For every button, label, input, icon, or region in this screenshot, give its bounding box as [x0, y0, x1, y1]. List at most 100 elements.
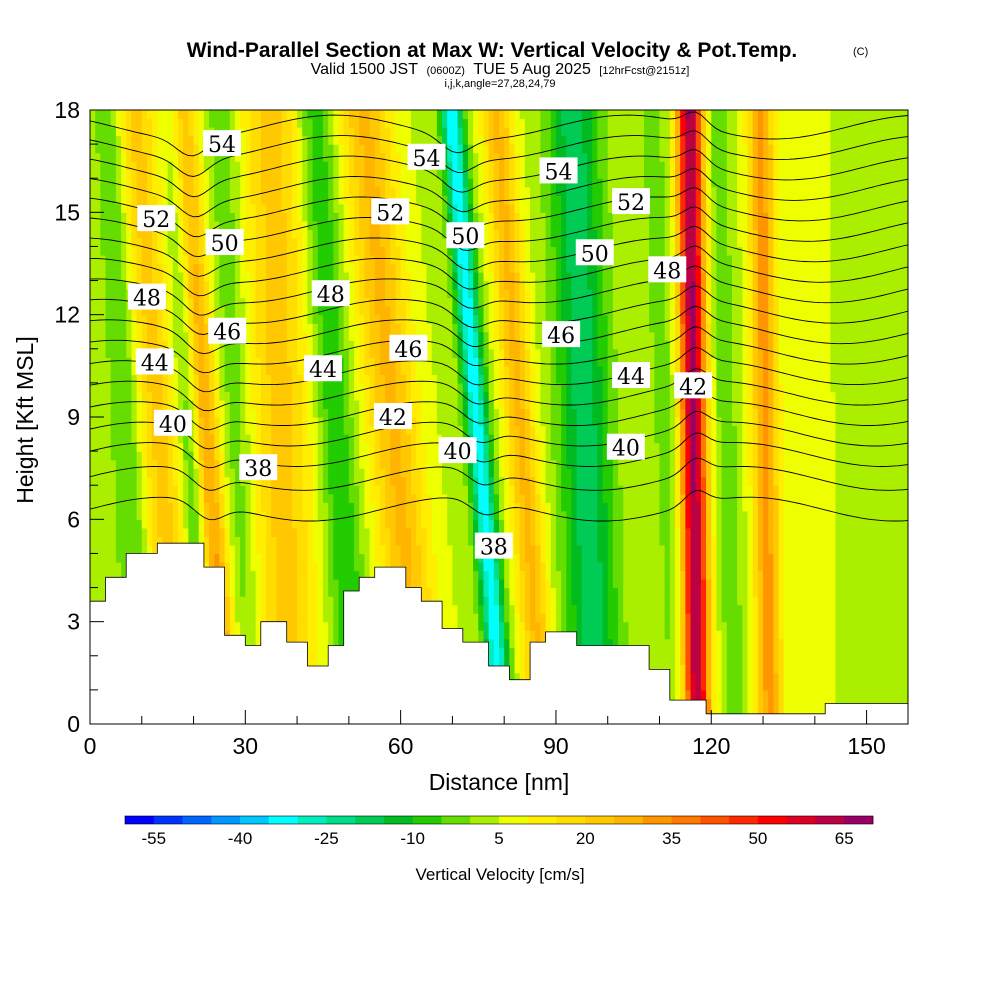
velocity-cell — [312, 399, 319, 410]
velocity-cell — [115, 374, 122, 384]
velocity-cell — [359, 570, 365, 580]
velocity-cell — [203, 519, 210, 529]
velocity-cell — [374, 306, 381, 316]
velocity-cell — [100, 493, 107, 503]
velocity-cell — [126, 502, 133, 512]
velocity-cell — [240, 613, 246, 623]
velocity-cell — [209, 289, 215, 299]
velocity-cell — [250, 476, 257, 486]
velocity-cell — [224, 493, 231, 503]
velocity-cell — [426, 220, 433, 230]
velocity-cell — [302, 195, 309, 205]
velocity-cell — [385, 442, 391, 452]
velocity-cell — [431, 417, 438, 427]
velocity-cell — [405, 357, 412, 367]
velocity-cell — [121, 485, 127, 495]
velocity-cell — [95, 587, 101, 597]
velocity-cell — [146, 169, 153, 179]
velocity-cell — [229, 280, 236, 290]
velocity-cell — [219, 340, 226, 350]
velocity-cell — [95, 493, 101, 503]
velocity-cell — [343, 306, 350, 316]
velocity-cell — [302, 587, 309, 597]
velocity-cell — [115, 169, 122, 179]
velocity-cell — [390, 152, 397, 162]
velocity-cell — [260, 186, 267, 196]
velocity-cell — [348, 272, 355, 282]
velocity-cell — [431, 374, 438, 384]
velocity-cell — [260, 476, 267, 486]
velocity-cell — [250, 613, 257, 623]
velocity-cell — [291, 459, 298, 469]
velocity-cell — [421, 596, 428, 606]
velocity-cell — [188, 169, 195, 179]
velocity-cell — [338, 613, 345, 623]
velocity-cell — [234, 587, 241, 597]
velocity-cell — [405, 246, 412, 256]
velocity-cell — [115, 382, 122, 393]
velocity-cell — [271, 169, 277, 179]
velocity-cell — [354, 485, 360, 495]
velocity-cell — [276, 382, 283, 393]
velocity-cell — [359, 110, 365, 120]
velocity-cell — [374, 178, 381, 188]
velocity-cell — [90, 519, 96, 529]
velocity-cell — [250, 314, 257, 324]
velocity-cell — [416, 254, 422, 265]
velocity-cell — [379, 374, 386, 384]
velocity-cell — [328, 638, 334, 648]
velocity-cell — [255, 203, 262, 213]
velocity-cell — [110, 314, 117, 324]
velocity-cell — [442, 476, 448, 486]
velocity-cell — [260, 613, 267, 623]
velocity-cell — [209, 118, 215, 128]
velocity-cell — [214, 510, 221, 520]
velocity-cell — [188, 331, 195, 341]
velocity-cell — [364, 203, 371, 213]
velocity-cell — [131, 519, 138, 529]
velocity-cell — [188, 536, 195, 546]
velocity-cell — [95, 297, 101, 307]
velocity-cell — [219, 408, 226, 418]
velocity-cell — [436, 399, 443, 410]
velocity-cell — [214, 451, 221, 461]
grid-info: i,j,k,angle=27,28,24,79 — [444, 78, 555, 90]
velocity-cell — [152, 135, 158, 145]
velocity-cell — [410, 289, 417, 299]
velocity-cell — [110, 399, 117, 410]
velocity-cell — [110, 220, 117, 230]
velocity-cell — [193, 434, 200, 444]
velocity-cell — [302, 391, 309, 401]
velocity-cell — [410, 357, 417, 367]
velocity-cell — [152, 323, 158, 333]
velocity-cell — [266, 314, 272, 324]
velocity-cell — [281, 434, 288, 444]
velocity-cell — [162, 118, 169, 128]
velocity-cell — [100, 553, 107, 563]
velocity-cell — [276, 110, 283, 120]
velocity-cell — [436, 519, 443, 529]
velocity-cell — [421, 365, 428, 375]
velocity-cell — [359, 357, 365, 367]
velocity-cell — [229, 553, 236, 563]
velocity-cell — [400, 246, 407, 256]
velocity-cell — [131, 442, 138, 452]
velocity-cell — [442, 135, 448, 145]
velocity-cell — [374, 382, 381, 393]
velocity-cell — [90, 485, 96, 495]
velocity-cell — [276, 306, 283, 316]
velocity-cell — [307, 596, 314, 606]
velocity-cell — [343, 220, 350, 230]
velocity-cell — [317, 263, 324, 273]
velocity-cell — [167, 476, 174, 486]
velocity-cell — [255, 357, 262, 367]
velocity-cell — [178, 527, 184, 537]
velocity-cell — [188, 127, 195, 137]
velocity-cell — [219, 280, 226, 290]
velocity-cell — [90, 357, 96, 367]
velocity-cell — [405, 510, 412, 520]
velocity-cell — [229, 510, 236, 520]
velocity-cell — [348, 442, 355, 452]
velocity-cell — [115, 527, 122, 537]
velocity-cell — [95, 254, 101, 265]
